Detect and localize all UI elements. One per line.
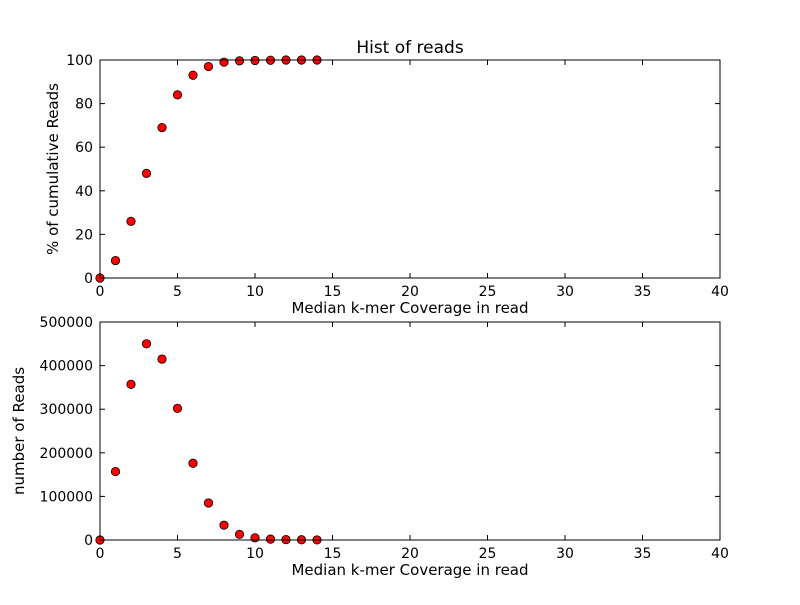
- top-y-tick-label: 60: [75, 140, 93, 156]
- top-x-tick-label: 40: [711, 284, 729, 300]
- bottom-x-axis-label: Median k-mer Coverage in read: [291, 561, 528, 579]
- top-x-tick-label: 35: [634, 284, 652, 300]
- top-x-tick-label: 25: [479, 284, 497, 300]
- bottom-data-point: [110, 466, 121, 477]
- top-chart: 0 5 10 15 20 25 30 35 40 0 20 40 60 80 100 Hist of read…: [44, 38, 729, 317]
- bottom-data-point: [126, 379, 136, 389]
- bottom-y-tick-label: 200000: [40, 446, 93, 462]
- top-data-point: [203, 61, 214, 72]
- bottom-x-tick-label: 20: [401, 546, 419, 562]
- top-y-tick-label: 100: [66, 53, 93, 69]
- bottom-data-point: [250, 533, 260, 543]
- bottom-data-point: [141, 339, 152, 349]
- top-x-tick-label: 10: [246, 284, 264, 300]
- bottom-x-tick-label: 25: [479, 546, 497, 562]
- bottom-data-point: [219, 520, 229, 530]
- top-data-point: [219, 57, 229, 67]
- bottom-x-tick-label: 30: [556, 546, 574, 562]
- top-y-tick-label: 40: [75, 184, 93, 200]
- bottom-x-tick-label: 40: [711, 546, 729, 562]
- top-data-point: [110, 255, 121, 266]
- chart-title: Hist of reads: [356, 38, 464, 58]
- bottom-data-point: [157, 354, 167, 364]
- bottom-data-point: [234, 529, 245, 539]
- top-data-point: [126, 216, 136, 226]
- top-y-tick-label: 80: [75, 97, 93, 113]
- bottom-chart: 0 5 10 15 20 25 30 35 40 0 100000 200000 300000 40000…: [10, 315, 729, 579]
- bottom-data-point: [172, 403, 183, 413]
- bottom-x-tick-label: 0: [96, 546, 105, 562]
- top-data-point: [141, 168, 152, 178]
- bottom-x-tick-label: 5: [173, 546, 182, 562]
- bottom-x-tick-label: 10: [246, 546, 264, 562]
- bottom-axes-frame: [99, 321, 721, 541]
- top-y-axis-label: % of cumulative Reads: [44, 83, 62, 255]
- top-data-point: [234, 56, 245, 66]
- top-plot-area: [100, 60, 720, 278]
- bottom-y-tick-label: 100000: [40, 489, 93, 505]
- bottom-data-point: [265, 534, 276, 544]
- bottom-y-tick-label: 500000: [40, 315, 93, 331]
- top-data-point: [172, 90, 183, 100]
- top-x-tick-label: 0: [96, 284, 105, 300]
- top-x-tick-label: 20: [401, 284, 419, 300]
- bottom-data-point: [203, 498, 214, 508]
- top-x-tick-label: 15: [324, 284, 342, 300]
- bottom-y-tick-label: 400000: [40, 359, 93, 375]
- bottom-y-tick-label: 300000: [40, 402, 93, 418]
- top-y-tick-label: 0: [84, 271, 93, 287]
- top-data-point: [157, 122, 167, 133]
- top-data-point: [188, 70, 198, 80]
- top-axes-frame: [99, 59, 721, 279]
- bottom-data-point: [188, 458, 198, 468]
- bottom-x-tick-label: 15: [324, 546, 342, 562]
- top-x-axis-label: Median k-mer Coverage in read: [291, 299, 528, 317]
- bottom-plot-area: [100, 322, 720, 540]
- top-x-tick-label: 5: [173, 284, 182, 300]
- bottom-y-axis-label: number of Reads: [10, 367, 28, 495]
- bottom-x-tick-label: 35: [634, 546, 652, 562]
- bottom-y-tick-label: 0: [84, 533, 93, 549]
- top-x-tick-label: 30: [556, 284, 574, 300]
- top-y-tick-label: 20: [75, 227, 93, 243]
